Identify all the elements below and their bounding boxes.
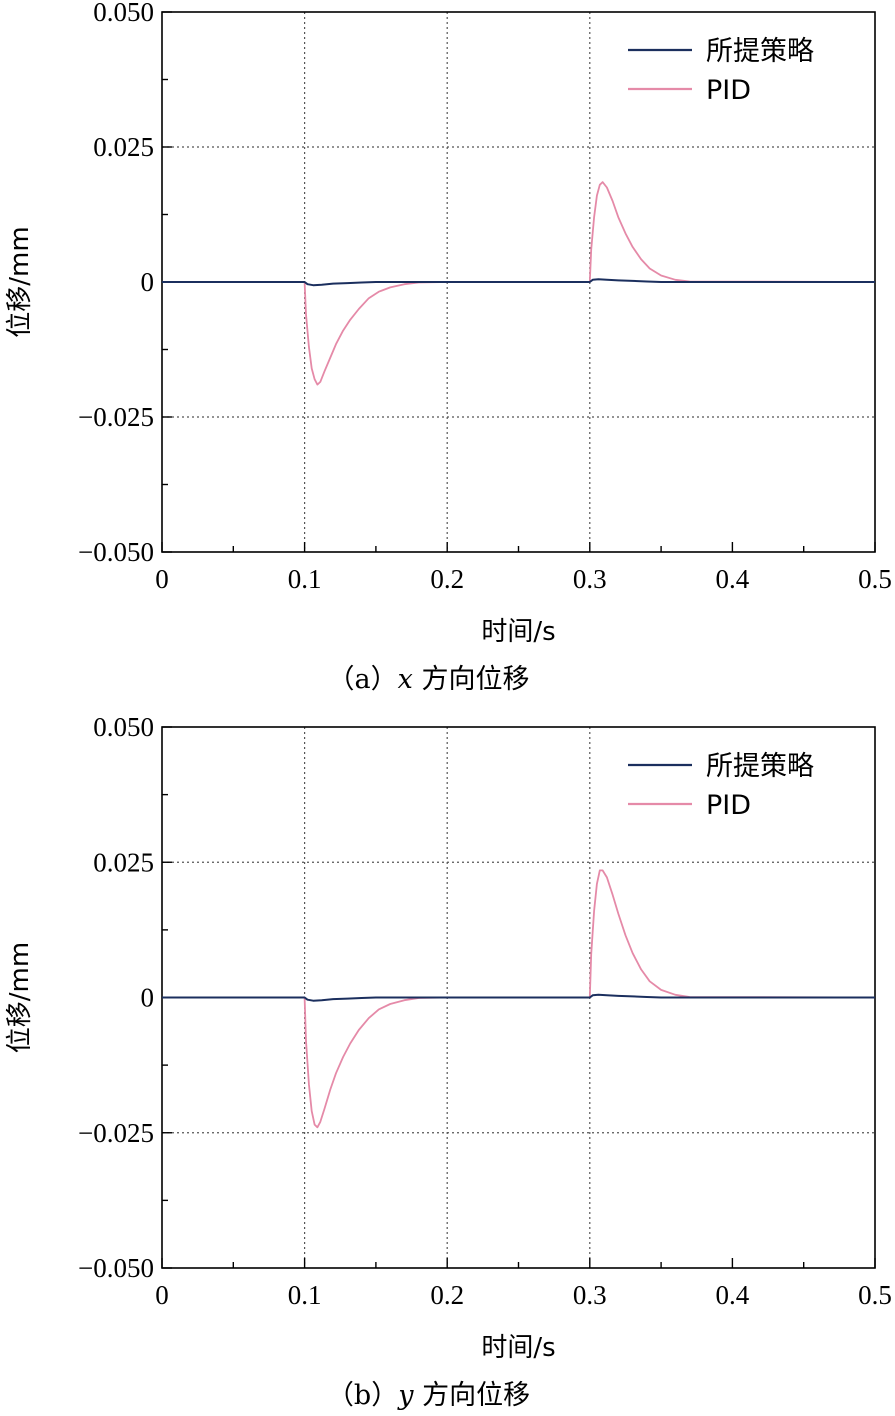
x-tick-label: 0.5	[858, 564, 892, 594]
x-tick-label: 0.2	[430, 1280, 464, 1310]
series-line-proposed	[162, 993, 875, 1002]
x-tick-label: 0.1	[288, 564, 322, 594]
legend-label: 所提策略	[706, 36, 814, 67]
y-tick-label: −0.050	[78, 537, 154, 567]
y-tick-label: 0.050	[93, 712, 154, 742]
y-axis-label: 位移/mm	[5, 942, 35, 1053]
y-tick-label: 0	[141, 267, 155, 297]
series-line-proposed	[162, 278, 875, 287]
x-axis-label: 时间/s	[481, 1333, 555, 1363]
figure-caption: （b）y 方向位移	[327, 1380, 530, 1411]
x-tick-label: 0	[155, 1280, 169, 1310]
y-axis-label: 位移/mm	[5, 226, 35, 337]
series-line-pid	[162, 181, 876, 386]
y-tick-label: −0.025	[78, 1118, 154, 1148]
x-tick-label: 0.5	[858, 1280, 892, 1310]
legend-label: 所提策略	[706, 751, 814, 782]
y-tick-label: −0.025	[78, 402, 154, 432]
y-tick-label: −0.050	[78, 1253, 154, 1283]
x-tick-label: 0.3	[573, 564, 607, 594]
x-tick-label: 0.3	[573, 1280, 607, 1310]
x-tick-label: 0.4	[716, 564, 750, 594]
x-tick-label: 0.4	[716, 1280, 750, 1310]
chart-panel-b: 0 0.1 0.2 0.3 0.4 0.5 0.050 0.025 0 −0.025 −0.050 时…	[5, 712, 892, 1411]
series-line-pid	[162, 869, 876, 1129]
y-tick-label: 0.025	[93, 847, 154, 877]
y-tick-label: 0.050	[93, 0, 154, 27]
y-tick-label: 0	[141, 983, 155, 1013]
figure-caption: （a）x 方向位移	[328, 664, 530, 695]
y-tick-label: 0.025	[93, 132, 154, 162]
x-tick-label: 0	[155, 564, 169, 594]
chart-panel-a: 0 0.1 0.2 0.3 0.4 0.5 0.050 0.025 0 −0.025 −0.050 时…	[5, 0, 892, 695]
x-axis-label: 时间/s	[481, 617, 555, 647]
legend-label: PID	[706, 790, 751, 821]
legend-label: PID	[706, 75, 751, 106]
x-tick-label: 0.2	[430, 564, 464, 594]
x-tick-label: 0.1	[288, 1280, 322, 1310]
